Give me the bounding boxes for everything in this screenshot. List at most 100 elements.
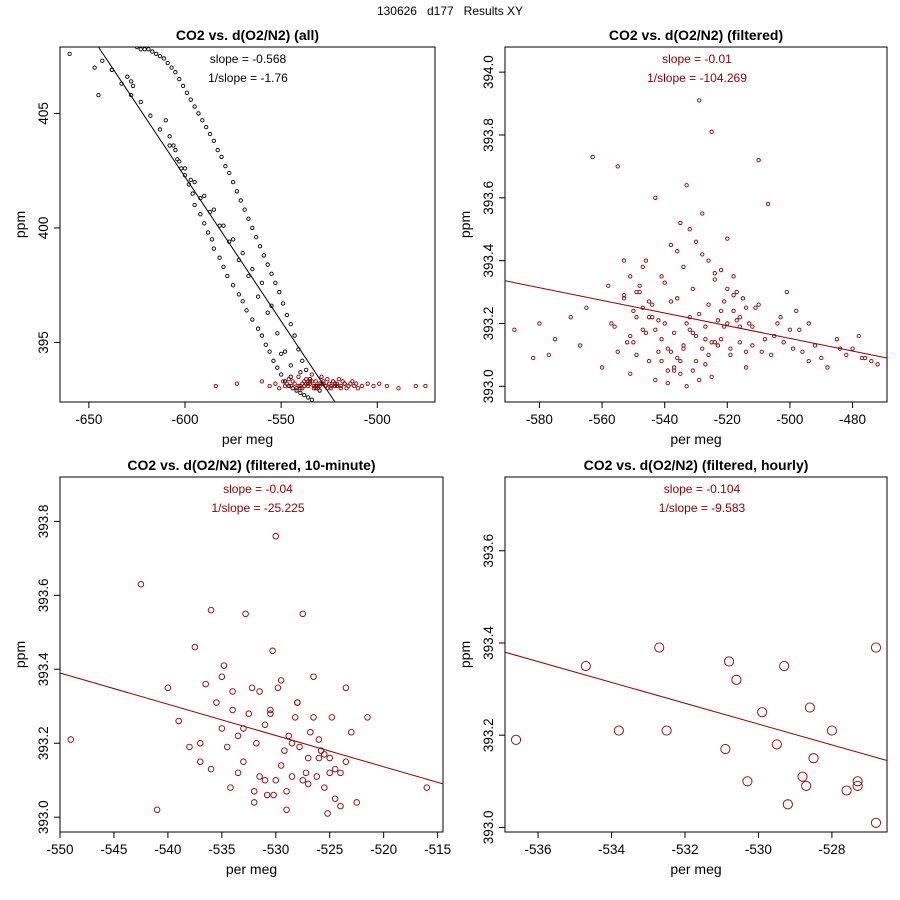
data-point: [219, 154, 224, 160]
data-point: [662, 280, 667, 285]
data-point: [254, 234, 259, 240]
data-point: [675, 296, 680, 301]
data-point: [354, 381, 359, 386]
data-point: [315, 386, 320, 391]
chart-panel-4: CO2 vs. d(O2/N2) (filtered, hourly) -536 -…: [457, 457, 888, 877]
data-point: [285, 732, 292, 740]
x-tick-label: -500: [776, 412, 803, 427]
data-point: [778, 315, 783, 320]
data-point: [696, 98, 702, 103]
x-tick-label: -525: [316, 842, 343, 857]
plot-frame: [504, 46, 888, 403]
data-point: [242, 610, 249, 618]
y-tick-label: 393.4: [481, 626, 496, 660]
data-point: [240, 758, 247, 765]
data-point: [67, 736, 75, 743]
data-point: [246, 273, 251, 279]
data-point: [775, 321, 780, 326]
data-point: [230, 283, 236, 288]
data-point: [309, 372, 315, 377]
data-point: [643, 258, 649, 263]
data-point: [365, 381, 370, 386]
data-point: [307, 728, 314, 736]
data-point: [280, 301, 286, 306]
data-point: [706, 302, 711, 307]
x-tick-label: -520: [714, 412, 741, 427]
data-point: [353, 799, 360, 806]
data-point: [324, 810, 331, 817]
data-point: [715, 343, 721, 348]
data-point: [337, 802, 344, 810]
data-point: [173, 70, 178, 75]
data-point: [869, 359, 874, 364]
data-point: [173, 147, 178, 153]
data-point: [668, 349, 674, 354]
data-point: [364, 714, 371, 721]
data-point: [870, 817, 882, 828]
data-point: [134, 47, 140, 50]
data-point: [334, 381, 340, 386]
data-point: [800, 349, 805, 354]
data-point: [138, 47, 143, 52]
x-tick-label: -540: [651, 412, 678, 427]
data-point: [273, 381, 278, 386]
data-point: [631, 308, 636, 314]
data-point: [709, 340, 714, 345]
data-point: [177, 159, 182, 164]
data-point: [640, 305, 645, 310]
data-point: [819, 355, 824, 361]
data-point: [728, 346, 733, 351]
data-point: [270, 791, 277, 799]
x-axis-label: per meg: [226, 861, 277, 877]
data-point: [157, 127, 163, 132]
data-point: [223, 743, 231, 751]
data-point: [229, 688, 236, 695]
data-point: [737, 340, 742, 345]
data-point: [678, 220, 683, 226]
data-point: [693, 333, 699, 339]
data-point: [182, 166, 188, 171]
data-point: [207, 606, 215, 614]
data-point: [731, 674, 742, 685]
data-point: [202, 221, 207, 226]
data-point: [756, 157, 761, 163]
slope-annotation: slope = -0.568: [210, 52, 287, 66]
data-point: [712, 271, 717, 276]
data-point: [779, 660, 790, 672]
data-point: [280, 379, 286, 384]
data-point: [167, 134, 172, 139]
data-point: [628, 371, 633, 376]
data-point: [715, 318, 721, 323]
data-point: [248, 684, 256, 692]
data-point: [267, 710, 274, 717]
data-point: [334, 383, 340, 389]
data-point: [298, 390, 303, 395]
data-point: [284, 312, 290, 318]
data-point: [165, 60, 170, 66]
data-point: [577, 343, 583, 348]
data-point: [171, 143, 176, 148]
regression-line: [98, 47, 336, 402]
y-axis-label: ppm: [12, 211, 28, 238]
data-point: [321, 751, 328, 758]
data-point: [215, 147, 220, 153]
data-point: [731, 274, 736, 279]
data-point: [277, 677, 285, 684]
data-point: [512, 327, 517, 332]
data-point: [700, 211, 705, 216]
data-point: [211, 246, 216, 251]
data-point: [304, 376, 309, 382]
data-point: [634, 315, 639, 320]
data-point: [668, 242, 674, 248]
data-point: [327, 381, 332, 386]
data-point: [342, 684, 350, 692]
data-point: [737, 315, 742, 320]
data-point: [377, 381, 382, 386]
data-point: [718, 308, 724, 314]
data-point: [130, 83, 136, 89]
y-tick-label: 393.8: [36, 504, 51, 538]
data-point: [138, 99, 143, 105]
slope-annotation: slope = -0.104: [664, 482, 741, 496]
data-point: [613, 725, 624, 736]
data-point: [359, 383, 365, 389]
